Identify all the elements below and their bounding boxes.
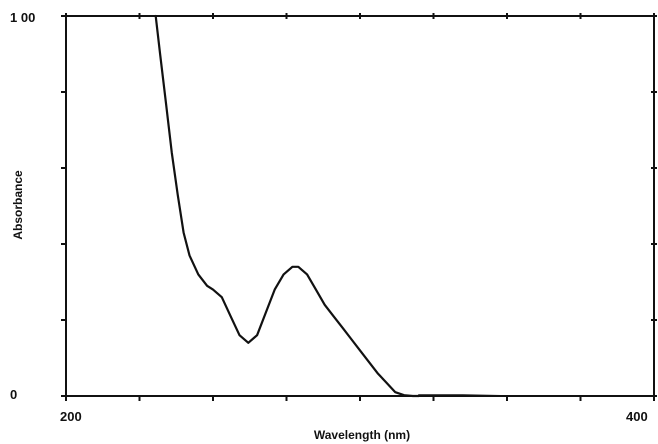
y-tick-label-min: 0 [10, 387, 17, 402]
x-tick-label-min: 200 [60, 409, 82, 424]
y-axis-title: Absorbance [11, 170, 25, 240]
axis-ticks [61, 13, 657, 401]
axes [65, 15, 655, 397]
series-lines [154, 14, 508, 398]
x-axis-title: Wavelength (nm) [314, 428, 410, 442]
y-tick-label-max: 1 00 [10, 10, 35, 25]
plot-frame [65, 15, 655, 397]
x-tick-label-max: 400 [626, 409, 648, 424]
spectrum-line-2 [417, 394, 508, 397]
spectrum-line-1 [154, 14, 420, 398]
